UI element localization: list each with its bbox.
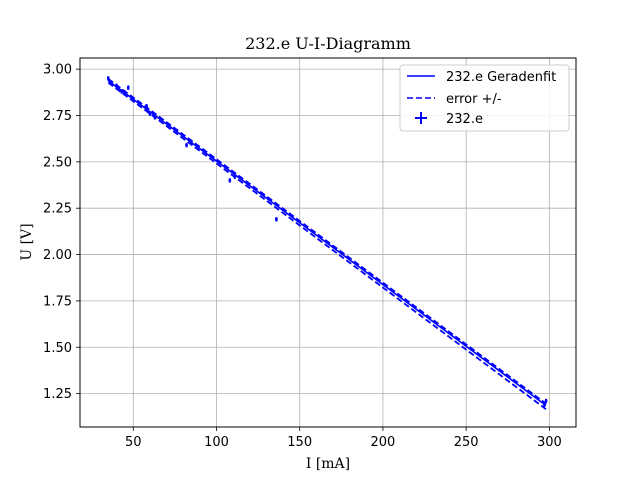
legend-fit-label: 232.e Geradenfit: [446, 70, 556, 85]
legend-box: [399, 64, 570, 132]
data-point: [148, 111, 152, 116]
y-tick-label: 3.00: [43, 63, 72, 78]
x-axis: 50 100 150 200 250 300: [125, 427, 562, 450]
data-point: [275, 217, 278, 222]
x-tick-label: 50: [125, 435, 142, 450]
x-tick-label: 300: [537, 435, 562, 450]
y-tick-label: 2.00: [43, 248, 72, 263]
plot-area: [106, 76, 548, 410]
error-upper-line: [107, 78, 547, 405]
y-tick-label: 2.25: [43, 202, 72, 217]
data-point: [233, 174, 237, 179]
grid-lines: [80, 58, 576, 427]
data-point: [543, 402, 546, 407]
data-point: [185, 142, 188, 148]
legend: 232.e Geradenfit error +/- 232.e: [399, 64, 570, 132]
y-tick-label: 1.25: [43, 387, 72, 402]
x-tick-label: 250: [454, 435, 479, 450]
error-lower-line: [107, 81, 547, 410]
data-point: [115, 83, 118, 89]
y-tick-label: 1.75: [43, 294, 72, 309]
x-tick-label: 100: [204, 435, 229, 450]
chart-title: 232.e U-I-Diagramm: [245, 34, 411, 53]
data-point: [126, 85, 130, 90]
y-tick-label: 2.75: [43, 109, 72, 124]
x-tick-label: 200: [371, 435, 396, 450]
y-tick-label: 2.50: [43, 155, 72, 170]
fit-line: [107, 80, 547, 407]
x-tick-label: 150: [287, 435, 312, 450]
legend-error-label: error +/-: [446, 92, 502, 107]
y-tick-label: 1.50: [43, 341, 72, 356]
plot-frame: [79, 57, 577, 428]
data-point: [106, 76, 110, 81]
data-point: [145, 103, 148, 109]
data-point: [544, 398, 548, 404]
y-axis-label: U [V]: [19, 223, 35, 260]
data-point: [153, 115, 157, 120]
x-axis-label: I [mA]: [306, 456, 350, 472]
data-point: [190, 141, 193, 146]
data-point: [120, 89, 123, 94]
legend-points-label: 232.e: [446, 112, 483, 127]
data-point: [228, 178, 232, 183]
y-axis: 1.25 1.50 1.75 2.00 2.25 2.50 2.75 3.00: [43, 63, 80, 402]
